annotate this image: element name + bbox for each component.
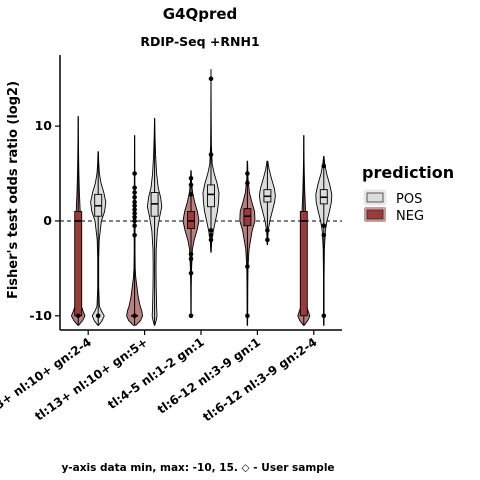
outlier-neg-1-1	[132, 218, 137, 224]
outlier-neg-3-1	[245, 180, 250, 186]
outlier-neg-3-0	[245, 171, 250, 176]
chart-subtitle: RDIP-Seq +RNH1	[140, 34, 259, 49]
y-axis: -10 0 10	[29, 55, 61, 330]
outlier-pos-4-0	[321, 163, 327, 169]
box-neg-0	[74, 211, 83, 317]
outlier-neg-2-3	[188, 251, 194, 257]
legend-label-pos: POS	[396, 192, 422, 207]
legend-label-neg: NEG	[396, 209, 424, 224]
outlier-neg-3-3	[245, 313, 250, 319]
outlier-neg-3-2	[245, 264, 250, 269]
outlier-neg-2-2	[188, 192, 194, 197]
outlier-pos-2-4	[208, 237, 214, 243]
plot-area	[60, 69, 342, 326]
outlier-neg-1-4	[132, 207, 137, 212]
outlier-neg-1-2	[132, 214, 137, 220]
outlier-neg-1-12	[132, 171, 137, 176]
outlier-neg-0-0	[75, 313, 81, 319]
outlier-neg-1-10	[132, 223, 137, 228]
y-tick-label-0: -10	[29, 308, 52, 323]
outlier-neg-2-4	[188, 256, 194, 262]
outlier-pos-4-1	[321, 223, 327, 228]
y-tick-label-1: 0	[43, 213, 52, 228]
outlier-neg-2-0	[188, 175, 194, 181]
outlier-neg-1-6	[132, 199, 137, 205]
box-neg-3	[243, 208, 252, 227]
outlier-pos-2-3	[208, 232, 214, 238]
legend: prediction POS NEG	[362, 163, 454, 224]
legend-swatch-neg	[366, 209, 384, 220]
y-tick-label-2: 10	[35, 118, 53, 133]
outlier-pos-3-1	[265, 237, 270, 243]
outlier-neg-1-3	[132, 211, 137, 216]
y-axis-label: Fisher's test odds ratio (log2)	[6, 81, 21, 299]
box-neg-2	[187, 211, 195, 229]
legend-swatch-pos	[366, 192, 384, 203]
chart-caption: y-axis data min, max: -10, 15. ◇ - User …	[61, 462, 334, 474]
x-tick-label-3: tl:6-12 nl:3-9 gn:1	[155, 335, 263, 417]
box-pos-2	[207, 184, 215, 208]
box-neg-4	[299, 211, 308, 317]
outlier-neg-2-6	[188, 313, 194, 319]
outlier-pos-2-0	[208, 76, 214, 82]
chart-title: G4Qpred	[163, 5, 238, 23]
outlier-pos-4-2	[321, 232, 327, 238]
x-axis: tl:13+ nl:10+ gn:2-4tl:13+ nl:10+ gn:5+t…	[0, 329, 342, 425]
x-tick-label-2: tl:4-5 nl:1-2 gn:1	[105, 335, 207, 412]
outlier-neg-1-7	[132, 194, 137, 200]
outlier-neg-2-5	[188, 270, 194, 276]
outlier-pos-3-0	[265, 228, 270, 233]
outlier-pos-2-2	[208, 228, 214, 233]
outlier-pos-4-3	[321, 313, 327, 319]
outlier-neg-1-11	[132, 232, 137, 238]
outlier-neg-2-1	[188, 182, 194, 188]
outlier-pos-2-1	[208, 152, 214, 157]
outlier-neg-1-9	[132, 185, 137, 191]
legend-title: prediction	[362, 163, 454, 182]
outlier-pos-0-0	[95, 313, 101, 319]
outlier-neg-1-8	[132, 190, 137, 195]
outlier-neg-1-0	[132, 313, 137, 319]
outlier-neg-1-5	[132, 203, 137, 209]
